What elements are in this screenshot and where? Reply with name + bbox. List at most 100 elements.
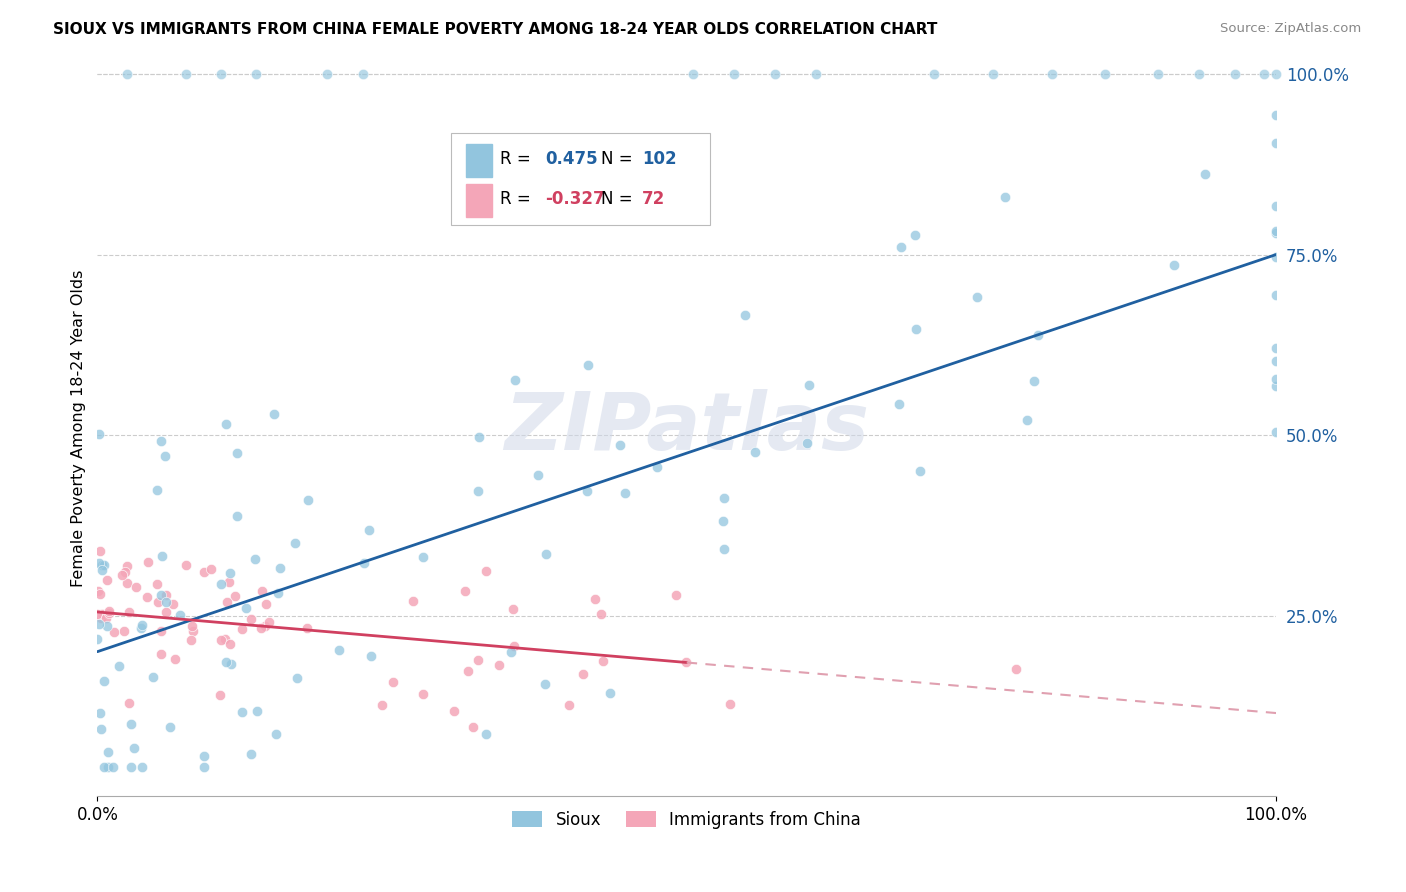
Point — [135, 590, 157, 604]
Point — [136, 555, 159, 569]
Point — [209, 633, 232, 648]
Point — [1265, 107, 1288, 121]
Point — [723, 67, 745, 81]
Point — [890, 240, 912, 254]
Point — [131, 621, 153, 635]
Point — [193, 565, 215, 579]
Point — [90, 611, 112, 625]
Point — [922, 67, 945, 81]
Point — [243, 552, 266, 566]
Point — [231, 622, 253, 636]
Point — [713, 491, 735, 505]
Point — [225, 446, 247, 460]
Point — [488, 658, 510, 673]
Point — [219, 637, 242, 651]
Point — [711, 514, 734, 528]
Point — [889, 397, 911, 411]
Point — [457, 664, 479, 678]
Point — [131, 617, 153, 632]
Point — [224, 589, 246, 603]
Point — [713, 542, 735, 557]
Point — [93, 760, 115, 774]
Point — [90, 723, 112, 737]
Point — [124, 741, 146, 756]
Point — [97, 760, 120, 774]
Point — [98, 604, 121, 618]
Point — [254, 597, 277, 611]
Text: Source: ZipAtlas.com: Source: ZipAtlas.com — [1220, 22, 1361, 36]
Point — [108, 659, 131, 673]
Point — [467, 483, 489, 498]
Point — [89, 543, 111, 558]
Point — [87, 426, 110, 441]
Point — [1005, 662, 1028, 676]
Point — [1265, 371, 1288, 385]
Point — [353, 556, 375, 570]
Point — [250, 584, 273, 599]
Text: 72: 72 — [643, 190, 665, 208]
Y-axis label: Female Poverty Among 18-24 Year Olds: Female Poverty Among 18-24 Year Olds — [72, 269, 86, 587]
FancyBboxPatch shape — [451, 133, 710, 226]
Point — [209, 67, 232, 81]
Point — [1265, 136, 1288, 150]
Point — [1163, 258, 1185, 272]
Point — [240, 612, 263, 626]
Point — [412, 549, 434, 564]
Point — [371, 698, 394, 712]
Point — [115, 575, 138, 590]
Point — [526, 468, 548, 483]
Point — [235, 600, 257, 615]
Point — [1265, 425, 1288, 439]
Point — [905, 322, 928, 336]
Point — [89, 556, 111, 570]
Point — [218, 574, 240, 589]
Point — [412, 687, 434, 701]
Point — [1026, 328, 1049, 343]
Point — [149, 624, 172, 639]
Point — [1265, 199, 1288, 213]
Point — [297, 492, 319, 507]
Point — [468, 430, 491, 444]
Point — [231, 705, 253, 719]
Point — [575, 484, 598, 499]
Point — [149, 434, 172, 448]
Point — [966, 291, 988, 305]
Bar — [467, 184, 492, 217]
Point — [117, 696, 139, 710]
Point — [245, 67, 267, 81]
Point — [86, 607, 108, 621]
Point — [463, 720, 485, 734]
Point — [146, 576, 169, 591]
Point — [97, 746, 120, 760]
Point — [287, 671, 309, 685]
Point — [97, 606, 120, 620]
Point — [115, 558, 138, 573]
Point — [467, 653, 489, 667]
Point — [1147, 67, 1170, 81]
Point — [89, 706, 111, 720]
Point — [797, 378, 820, 392]
Point — [114, 565, 136, 579]
Point — [1265, 251, 1288, 265]
Point — [146, 594, 169, 608]
Point — [149, 588, 172, 602]
Point — [174, 558, 197, 573]
Point — [533, 676, 555, 690]
Point — [534, 547, 557, 561]
Point — [910, 464, 932, 478]
Text: N =: N = — [600, 190, 637, 208]
Point — [155, 594, 177, 608]
Point — [1040, 67, 1063, 81]
Point — [249, 621, 271, 635]
Text: N =: N = — [600, 150, 637, 169]
Point — [1265, 341, 1288, 355]
Point — [193, 748, 215, 763]
Point — [89, 586, 111, 600]
Point — [443, 705, 465, 719]
Point — [614, 486, 637, 500]
Text: ZIPatlas: ZIPatlas — [505, 389, 869, 467]
Point — [142, 669, 165, 683]
Point — [592, 655, 614, 669]
Point — [269, 561, 291, 575]
Point — [165, 652, 187, 666]
